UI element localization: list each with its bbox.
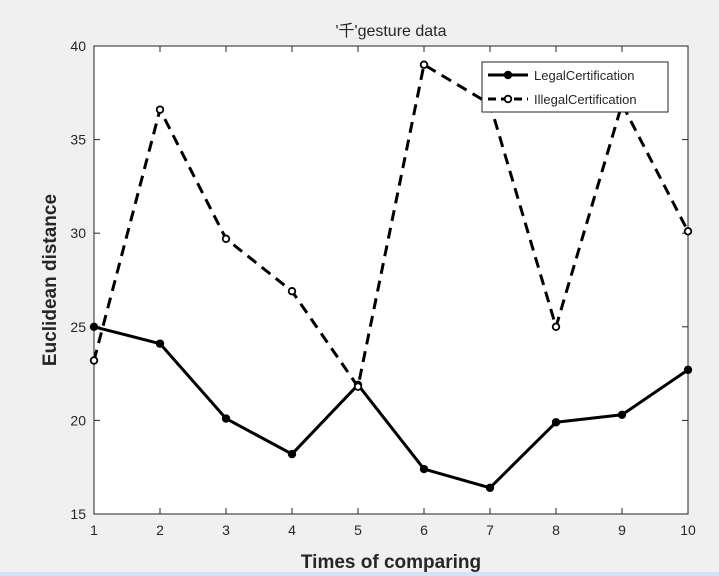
data-point-IllegalCertification <box>287 287 297 296</box>
legend-label-LegalCertification: LegalCertification <box>534 68 634 83</box>
y-axis-title: Euclidean distance <box>40 194 61 366</box>
y-tick-label: 35 <box>70 132 86 148</box>
data-point-LegalCertification <box>617 410 627 419</box>
legend-marker-IllegalCertification <box>503 94 513 104</box>
data-point-LegalCertification <box>287 449 297 459</box>
legend-box <box>481 61 669 113</box>
series-line-IllegalCertification <box>92 63 690 389</box>
y-tick-label: 40 <box>70 38 86 54</box>
data-point-IllegalCertification <box>353 382 363 391</box>
axis-ticks: 1 2 3 4 5 6 7 8 9 10 15 20 25 30 35 40 <box>70 38 696 538</box>
window-bottom-border <box>0 572 719 576</box>
data-point-IllegalCertification <box>155 105 165 114</box>
x-tick-label: 6 <box>420 522 428 538</box>
data-point-LegalCertification <box>221 414 231 423</box>
plot-area <box>93 45 689 515</box>
x-tick-label: 4 <box>288 522 296 538</box>
data-point-LegalCertification <box>683 365 693 375</box>
data-point-LegalCertification <box>485 483 495 492</box>
x-tick-label: 3 <box>222 522 230 538</box>
y-tick-label: 25 <box>70 319 86 335</box>
data-point-LegalCertification <box>419 464 429 474</box>
x-axis-title: Times of comparing <box>301 552 481 573</box>
legend-label-IllegalCertification: IllegalCertification <box>534 92 637 107</box>
data-point-LegalCertification <box>155 339 165 348</box>
y-tick-label: 15 <box>70 506 86 522</box>
data-point-IllegalCertification <box>683 227 693 236</box>
chart-title: '千'gesture data <box>335 22 446 40</box>
data-point-IllegalCertification <box>89 356 99 365</box>
series-line-LegalCertification <box>93 325 689 490</box>
legend: LegalCertification IllegalCertification <box>481 61 669 113</box>
x-tick-label: 1 <box>90 522 98 538</box>
x-tick-label: 2 <box>156 522 164 538</box>
x-tick-label: 8 <box>552 522 560 538</box>
data-point-IllegalCertification <box>221 234 231 244</box>
x-tick-label: 5 <box>354 522 362 538</box>
legend-marker-LegalCertification <box>503 70 513 80</box>
y-tick-label: 20 <box>70 412 86 428</box>
y-tick-label: 30 <box>70 225 86 241</box>
data-point-IllegalCertification <box>419 60 429 69</box>
x-tick-label: 9 <box>618 522 626 538</box>
x-tick-label: 10 <box>680 522 696 538</box>
data-point-LegalCertification <box>551 418 561 427</box>
x-tick-label: 7 <box>486 522 494 538</box>
data-point-LegalCertification <box>89 322 99 331</box>
data-point-IllegalCertification <box>551 322 561 331</box>
